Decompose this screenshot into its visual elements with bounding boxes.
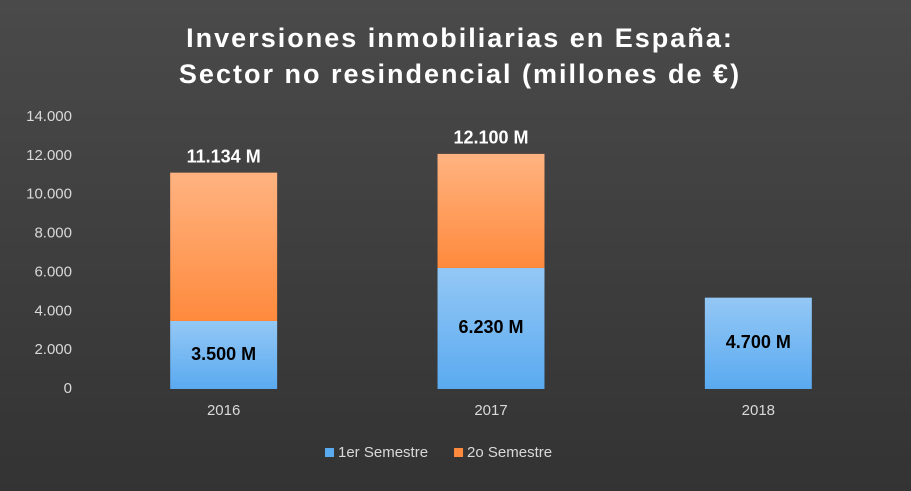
x-tick-label: 2016 <box>207 402 240 419</box>
y-tick-label: 8.000 <box>34 225 72 242</box>
y-tick-label: 4.000 <box>34 302 72 319</box>
y-tick-label: 6.000 <box>34 263 72 280</box>
data-label: 4.700 M <box>726 332 791 352</box>
y-tick-label: 10.000 <box>26 186 72 203</box>
y-tick-label: 12.000 <box>26 147 72 164</box>
bar-shine <box>437 153 545 268</box>
y-tick-label: 2.000 <box>34 341 72 358</box>
x-tick-label: 2017 <box>474 402 507 419</box>
y-tick-label: 14.000 <box>26 108 72 125</box>
legend-swatch <box>454 448 464 457</box>
bar-shine <box>170 172 278 321</box>
bar-shine <box>437 267 545 389</box>
x-tick-label: 2018 <box>742 402 775 419</box>
chart-title: Inversiones inmobiliarias en España: <box>186 23 734 53</box>
legend-swatch <box>325 448 334 457</box>
bar-shine <box>704 297 812 389</box>
y-tick-label: 0 <box>64 380 72 397</box>
chart-title: Sector no resindencial (millones de €) <box>179 59 741 89</box>
total-label: 12.100 M <box>453 128 528 148</box>
legend-label: 2o Semestre <box>467 444 552 461</box>
data-label: 6.230 M <box>458 317 523 337</box>
data-label: 3.500 M <box>191 344 256 364</box>
legend-label: 1er Semestre <box>338 444 428 461</box>
total-label: 11.134 M <box>187 146 261 166</box>
bar-shine <box>170 321 278 389</box>
